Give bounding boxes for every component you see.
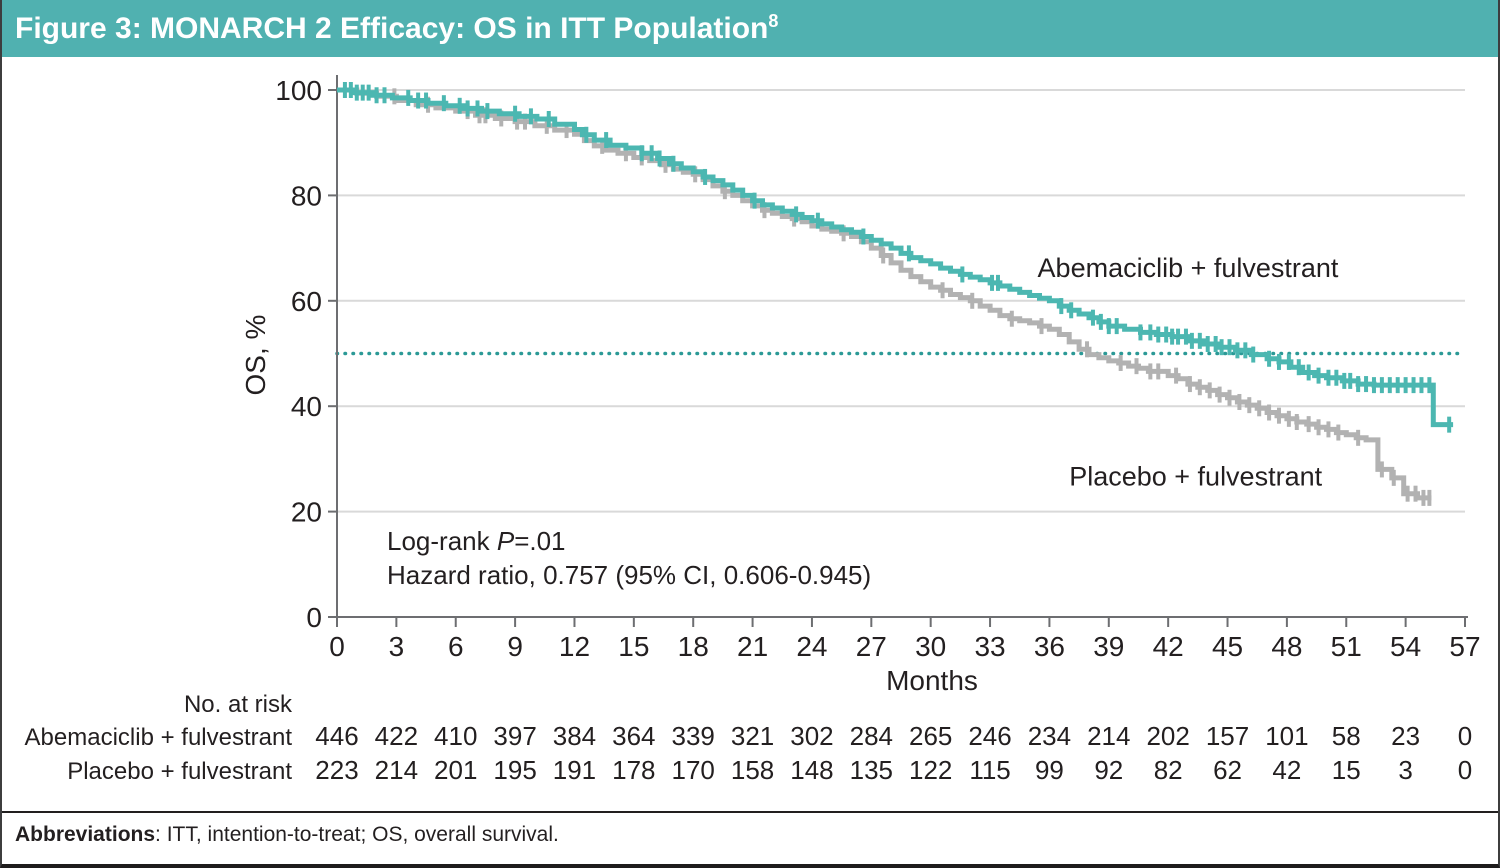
- x-tick-label-6: 6: [448, 631, 464, 662]
- y-tick-label-0: 0: [306, 602, 322, 633]
- risk-value-placebo-m9: 195: [493, 755, 536, 785]
- risk-table-header: No. at risk: [184, 691, 293, 718]
- x-tick-label-18: 18: [678, 631, 709, 662]
- x-tick-label-54: 54: [1390, 631, 1421, 662]
- x-tick-label-48: 48: [1271, 631, 1302, 662]
- x-tick-label-21: 21: [737, 631, 768, 662]
- risk-value-abemaciclib-m21: 321: [731, 721, 774, 751]
- risk-value-abemaciclib-m30: 265: [909, 721, 952, 751]
- abbreviations-label: Abbreviations: [15, 823, 156, 846]
- y-tick-label-40: 40: [291, 391, 322, 422]
- x-tick-label-24: 24: [796, 631, 827, 662]
- series-label-placebo: Placebo + fulvestrant: [1069, 461, 1322, 491]
- risk-value-placebo-m45: 62: [1213, 755, 1242, 785]
- km-curve-placebo: [337, 87, 1432, 501]
- x-tick-label-12: 12: [559, 631, 590, 662]
- x-tick-label-33: 33: [974, 631, 1005, 662]
- risk-value-placebo-m57: 0: [1458, 755, 1472, 785]
- risk-value-placebo-m30: 122: [909, 755, 952, 785]
- risk-value-abemaciclib-m36: 234: [1028, 721, 1071, 751]
- risk-value-abemaciclib-m3: 422: [375, 721, 418, 751]
- risk-value-abemaciclib-m48: 101: [1265, 721, 1308, 751]
- risk-value-abemaciclib-m0: 446: [315, 721, 358, 751]
- stats-annotation: Log-rank P=.01 Hazard ratio, 0.757 (95% …: [387, 524, 871, 592]
- x-tick-label-57: 57: [1449, 631, 1480, 662]
- risk-value-abemaciclib-m51: 58: [1332, 721, 1361, 751]
- x-tick-label-30: 30: [915, 631, 946, 662]
- risk-value-abemaciclib-m57: 0: [1458, 721, 1472, 751]
- y-tick-label-100: 100: [275, 75, 322, 106]
- risk-row-label-placebo: Placebo + fulvestrant: [67, 758, 292, 785]
- km-curve-abemaciclib: [337, 87, 1454, 428]
- x-tick-label-15: 15: [618, 631, 649, 662]
- x-tick-label-45: 45: [1212, 631, 1243, 662]
- y-tick-label-80: 80: [291, 180, 322, 211]
- risk-value-abemaciclib-m39: 214: [1087, 721, 1130, 751]
- risk-value-placebo-m48: 42: [1272, 755, 1301, 785]
- figure-title-superscript: 8: [768, 11, 779, 31]
- risk-row-label-abemaciclib: Abemaciclib + fulvestrant: [25, 724, 293, 751]
- risk-value-placebo-m0: 223: [315, 755, 358, 785]
- x-tick-label-42: 42: [1153, 631, 1184, 662]
- risk-value-placebo-m39: 92: [1094, 755, 1123, 785]
- x-axis-label: Months: [886, 665, 978, 696]
- x-tick-label-0: 0: [329, 631, 345, 662]
- y-axis-label: OS, %: [240, 315, 271, 396]
- log-rank-line: Log-rank P=.01: [387, 526, 566, 556]
- risk-value-placebo-m36: 99: [1035, 755, 1064, 785]
- risk-value-placebo-m6: 201: [434, 755, 477, 785]
- risk-value-placebo-m21: 158: [731, 755, 774, 785]
- risk-value-placebo-m15: 178: [612, 755, 655, 785]
- risk-value-placebo-m42: 82: [1154, 755, 1183, 785]
- risk-value-abemaciclib-m42: 202: [1146, 721, 1189, 751]
- risk-value-abemaciclib-m24: 302: [790, 721, 833, 751]
- risk-value-abemaciclib-m15: 364: [612, 721, 655, 751]
- risk-value-placebo-m27: 135: [850, 755, 893, 785]
- abbreviations-footer: Abbreviations: ITT, intention-to-treat; …: [2, 811, 1498, 864]
- x-tick-label-51: 51: [1331, 631, 1362, 662]
- x-tick-label-27: 27: [856, 631, 887, 662]
- x-tick-label-39: 39: [1093, 631, 1124, 662]
- risk-value-abemaciclib-m45: 157: [1206, 721, 1249, 751]
- x-tick-label-36: 36: [1034, 631, 1065, 662]
- figure-title: Figure 3: MONARCH 2 Efficacy: OS in ITT …: [15, 12, 769, 45]
- risk-value-placebo-m24: 148: [790, 755, 833, 785]
- risk-value-abemaciclib-m6: 410: [434, 721, 477, 751]
- risk-value-placebo-m18: 170: [672, 755, 715, 785]
- series-label-abemaciclib: Abemaciclib + fulvestrant: [1038, 253, 1339, 283]
- x-tick-label-9: 9: [507, 631, 523, 662]
- y-tick-label-60: 60: [291, 286, 322, 317]
- risk-value-abemaciclib-m54: 23: [1391, 721, 1420, 751]
- risk-value-abemaciclib-m18: 339: [672, 721, 715, 751]
- abbreviations-text: : ITT, intention-to-treat; OS, overall s…: [155, 823, 559, 846]
- risk-value-placebo-m54: 3: [1398, 755, 1412, 785]
- risk-value-abemaciclib-m12: 384: [553, 721, 596, 751]
- risk-value-placebo-m12: 191: [553, 755, 596, 785]
- risk-value-abemaciclib-m27: 284: [850, 721, 893, 751]
- hazard-ratio-line: Hazard ratio, 0.757 (95% CI, 0.606-0.945…: [387, 560, 872, 590]
- x-tick-label-3: 3: [389, 631, 405, 662]
- risk-value-placebo-m3: 214: [375, 755, 418, 785]
- risk-value-abemaciclib-m33: 246: [968, 721, 1011, 751]
- risk-value-abemaciclib-m9: 397: [493, 721, 536, 751]
- risk-value-placebo-m33: 115: [969, 755, 1010, 785]
- y-tick-label-20: 20: [291, 497, 322, 528]
- figure-title-bar: Figure 3: MONARCH 2 Efficacy: OS in ITT …: [2, 0, 1498, 57]
- risk-value-placebo-m51: 15: [1332, 755, 1361, 785]
